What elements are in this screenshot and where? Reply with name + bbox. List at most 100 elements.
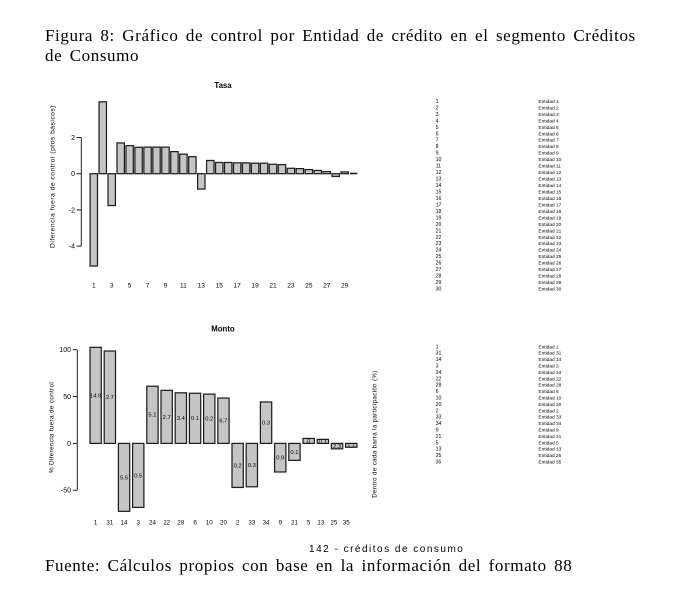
svg-text:25: 25	[436, 453, 442, 459]
svg-text:29: 29	[341, 283, 349, 290]
svg-text:14: 14	[121, 520, 128, 527]
svg-text:22: 22	[163, 520, 170, 527]
svg-text:Entidad 14: Entidad 14	[538, 183, 561, 189]
svg-text:7: 7	[436, 138, 439, 144]
svg-text:Entidad 16: Entidad 16	[538, 196, 561, 202]
svg-text:Entidad 33: Entidad 33	[538, 415, 561, 421]
svg-text:5: 5	[307, 520, 311, 527]
svg-text:Entidad 3: Entidad 3	[538, 112, 559, 118]
svg-text:13: 13	[317, 520, 324, 527]
svg-text:6: 6	[193, 520, 197, 527]
svg-text:33: 33	[248, 520, 255, 527]
svg-text:Entidad 21: Entidad 21	[538, 434, 561, 440]
svg-text:17: 17	[436, 202, 442, 208]
svg-text:Entidad 24: Entidad 24	[538, 370, 561, 376]
svg-text:Entidad 12: Entidad 12	[538, 170, 561, 176]
svg-text:2: 2	[71, 135, 75, 142]
svg-text:Entidad 10: Entidad 10	[538, 396, 561, 402]
svg-text:Entidad 20: Entidad 20	[538, 222, 561, 228]
svg-text:8: 8	[436, 144, 439, 150]
svg-text:Entidad 24: Entidad 24	[538, 248, 561, 254]
svg-text:1: 1	[94, 520, 98, 527]
svg-text:0: 0	[71, 171, 75, 178]
svg-text:22: 22	[436, 235, 442, 241]
svg-text:35: 35	[343, 520, 350, 527]
svg-text:Entidad 5: Entidad 5	[538, 125, 559, 131]
svg-text:5.1: 5.1	[148, 413, 156, 419]
svg-text:17: 17	[233, 283, 241, 290]
svg-text:Entidad 11: Entidad 11	[538, 164, 561, 170]
svg-text:Dentro de cada barra la partic: Dentro de cada barra la participación (%…	[372, 370, 379, 498]
svg-text:Entidad 22: Entidad 22	[538, 376, 561, 382]
svg-text:20: 20	[220, 520, 227, 527]
svg-text:22: 22	[436, 376, 442, 382]
svg-text:Entidad 20: Entidad 20	[538, 402, 561, 408]
svg-text:-2: -2	[69, 207, 75, 214]
svg-text:Entidad 13: Entidad 13	[538, 447, 561, 453]
svg-text:% Diferencia fuera de control: % Diferencia fuera de control	[49, 382, 56, 473]
svg-text:Entidad 15: Entidad 15	[538, 189, 561, 195]
svg-text:28: 28	[436, 274, 442, 280]
svg-text:Entidad 10: Entidad 10	[538, 157, 561, 163]
svg-text:Entidad 9: Entidad 9	[538, 428, 559, 434]
svg-text:Entidad 6: Entidad 6	[538, 389, 559, 395]
svg-text:6: 6	[436, 389, 439, 395]
svg-text:12: 12	[436, 170, 442, 176]
svg-text:6.7: 6.7	[219, 419, 227, 425]
svg-text:Entidad 26: Entidad 26	[538, 261, 561, 267]
svg-text:Entidad 13: Entidad 13	[538, 177, 561, 183]
svg-text:1: 1	[436, 344, 439, 350]
svg-text:Entidad 35: Entidad 35	[538, 460, 561, 466]
svg-text:19: 19	[251, 283, 259, 290]
svg-text:3: 3	[436, 364, 439, 370]
svg-text:15: 15	[436, 189, 442, 195]
svg-text:21: 21	[436, 434, 442, 440]
svg-text:25: 25	[436, 254, 442, 260]
svg-text:Entidad 31: Entidad 31	[538, 351, 561, 357]
svg-text:Entidad 21: Entidad 21	[538, 228, 561, 234]
svg-text:Entidad 2: Entidad 2	[538, 105, 559, 111]
svg-text:0.3: 0.3	[248, 463, 256, 469]
svg-text:20: 20	[436, 222, 442, 228]
svg-text:0.5: 0.5	[134, 473, 142, 479]
svg-text:31: 31	[106, 520, 113, 527]
svg-text:34: 34	[263, 520, 270, 527]
svg-text:2: 2	[436, 408, 439, 414]
svg-text:35: 35	[436, 460, 442, 466]
svg-text:0.9: 0.9	[276, 456, 284, 462]
svg-text:15: 15	[216, 283, 224, 290]
svg-text:2.7: 2.7	[106, 395, 114, 401]
svg-text:3: 3	[137, 520, 141, 527]
svg-text:9: 9	[436, 151, 439, 157]
svg-text:Entidad 1: Entidad 1	[538, 344, 559, 350]
svg-text:0.1: 0.1	[319, 439, 327, 445]
svg-text:-50: -50	[61, 488, 71, 495]
svg-text:-4: -4	[69, 244, 75, 251]
svg-text:28: 28	[436, 383, 442, 389]
svg-text:2: 2	[236, 520, 240, 527]
svg-text:10: 10	[436, 157, 442, 163]
svg-text:Entidad 1: Entidad 1	[538, 99, 559, 105]
svg-text:0.2: 0.2	[234, 463, 242, 469]
svg-text:Entidad 27: Entidad 27	[538, 267, 561, 273]
svg-text:0: 0	[307, 439, 310, 445]
svg-text:9: 9	[164, 283, 168, 290]
svg-text:21: 21	[269, 283, 277, 290]
svg-text:6: 6	[436, 131, 439, 137]
svg-text:Monto: Monto	[211, 325, 235, 334]
svg-text:13: 13	[198, 283, 206, 290]
svg-text:18: 18	[436, 209, 442, 215]
svg-text:Entidad 5: Entidad 5	[538, 440, 559, 446]
svg-text:142 - créditos de consumo: 142 - créditos de consumo	[309, 544, 464, 555]
svg-text:Entidad 19: Entidad 19	[538, 215, 561, 221]
svg-text:Entidad 28: Entidad 28	[538, 274, 561, 280]
svg-text:3: 3	[110, 283, 114, 290]
svg-text:25: 25	[305, 283, 313, 290]
svg-text:34: 34	[436, 421, 442, 427]
svg-text:24: 24	[436, 370, 442, 376]
svg-text:Diferencia fuera de control (p: Diferencia fuera de control (ptos básico…	[50, 105, 57, 248]
svg-text:Entidad 14: Entidad 14	[538, 357, 561, 363]
svg-text:4: 4	[436, 118, 439, 124]
svg-text:3: 3	[436, 112, 439, 118]
svg-text:Entidad 18: Entidad 18	[538, 209, 561, 215]
